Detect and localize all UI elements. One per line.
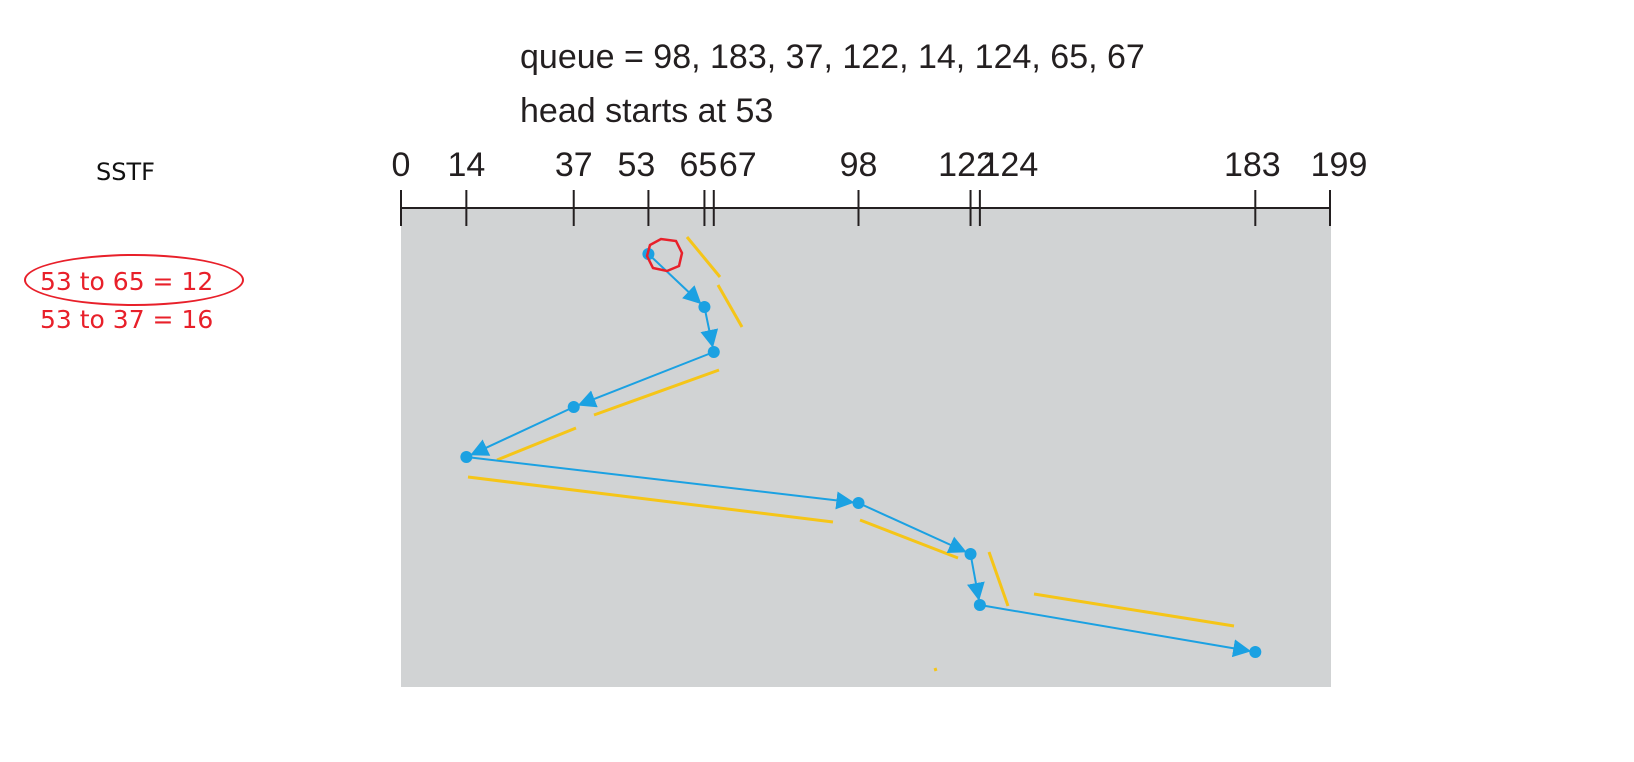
- tick-label: 14: [447, 146, 485, 184]
- head-movement-path: [460, 248, 1262, 658]
- path-segment: [858, 502, 967, 553]
- tick-label: 98: [840, 146, 878, 184]
- distance-note-2: 53 to 37 = 16: [40, 305, 214, 334]
- tick-label: 122: [938, 146, 995, 184]
- request-point: [973, 599, 986, 611]
- path-segment: [700, 306, 719, 348]
- queue-text: queue = 98, 183, 37, 122, 14, 124, 65, 6…: [520, 38, 1145, 76]
- highlight-line: [685, 236, 722, 278]
- highlight-line: [467, 475, 834, 524]
- tick-label: 53: [618, 146, 656, 184]
- tick-label: 0: [392, 146, 411, 184]
- request-point: [567, 401, 580, 413]
- highlight-line: [716, 284, 744, 328]
- request-point: [852, 497, 865, 509]
- path-segment: [466, 456, 855, 510]
- highlight-line: [987, 551, 1010, 607]
- request-point: [964, 548, 977, 560]
- distance-note-1: 53 to 65 = 12: [40, 267, 214, 296]
- path-segment: [979, 604, 1252, 658]
- highlight-line: [593, 368, 720, 417]
- request-point: [698, 301, 711, 313]
- path-segment: [577, 351, 715, 408]
- tick-label: 124: [982, 146, 1039, 184]
- highlight-lines: [467, 236, 1235, 672]
- head-start-text: head starts at 53: [520, 92, 774, 130]
- request-point: [1249, 646, 1262, 658]
- track-panel: [401, 209, 1331, 687]
- highlight-dot: [933, 667, 938, 672]
- path-segment: [647, 253, 702, 305]
- highlight-line: [1033, 592, 1235, 628]
- tick-label: 183: [1224, 146, 1281, 184]
- path-segment: [470, 406, 575, 456]
- highlight-line: [859, 518, 959, 560]
- tick-label: 65: [680, 146, 718, 184]
- tick-label: 199: [1311, 146, 1368, 184]
- tick-label: 67: [719, 146, 757, 184]
- highlight-line: [496, 426, 577, 462]
- algorithm-label: SSTF: [96, 158, 155, 186]
- request-point: [460, 451, 473, 463]
- note-highlight-ellipse: [24, 254, 244, 306]
- path-segment: [967, 553, 985, 601]
- tick-label: 37: [555, 146, 593, 184]
- request-point: [707, 346, 720, 358]
- start-highlight-circle: [645, 237, 684, 273]
